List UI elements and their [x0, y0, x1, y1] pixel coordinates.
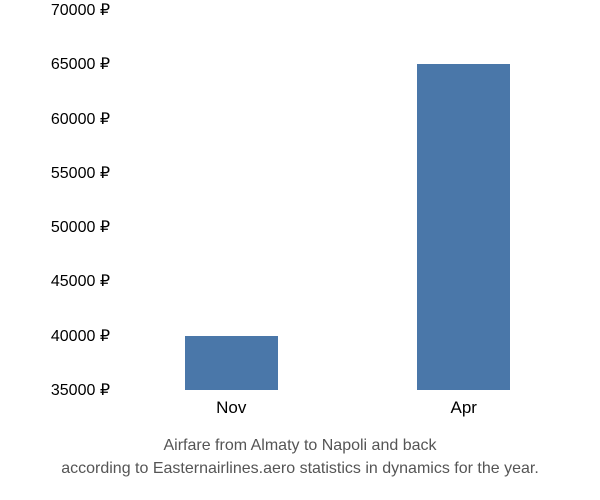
y-tick-label: 50000 ₽: [51, 217, 110, 237]
plot-area: [115, 10, 580, 390]
y-tick-label: 60000 ₽: [51, 109, 110, 129]
y-tick-label: 55000 ₽: [51, 163, 110, 183]
x-axis-labels: Nov Apr: [115, 398, 580, 423]
caption-line-1: Airfare from Almaty to Napoli and back: [163, 437, 436, 454]
caption-line-2: according to Easternairlines.aero statis…: [61, 460, 539, 477]
y-tick-label: 35000 ₽: [51, 380, 110, 400]
y-tick-label: 40000 ₽: [51, 326, 110, 346]
x-tick-label: Nov: [216, 398, 246, 418]
y-tick-label: 45000 ₽: [51, 271, 110, 291]
y-tick-label: 70000 ₽: [51, 0, 110, 20]
x-tick-label: Apr: [451, 398, 477, 418]
bar: [417, 64, 510, 390]
y-axis: 35000 ₽40000 ₽45000 ₽50000 ₽55000 ₽60000…: [20, 10, 110, 390]
chart-container: 35000 ₽ 40000 ₽ 45000 ₽ 50000 ₽ 55000 ₽ 60000…: [20, 10, 580, 430]
y-tick-label: 65000 ₽: [51, 54, 110, 74]
bar: [185, 336, 278, 390]
chart-caption: Airfare from Almaty to Napoli and back a…: [0, 435, 600, 480]
